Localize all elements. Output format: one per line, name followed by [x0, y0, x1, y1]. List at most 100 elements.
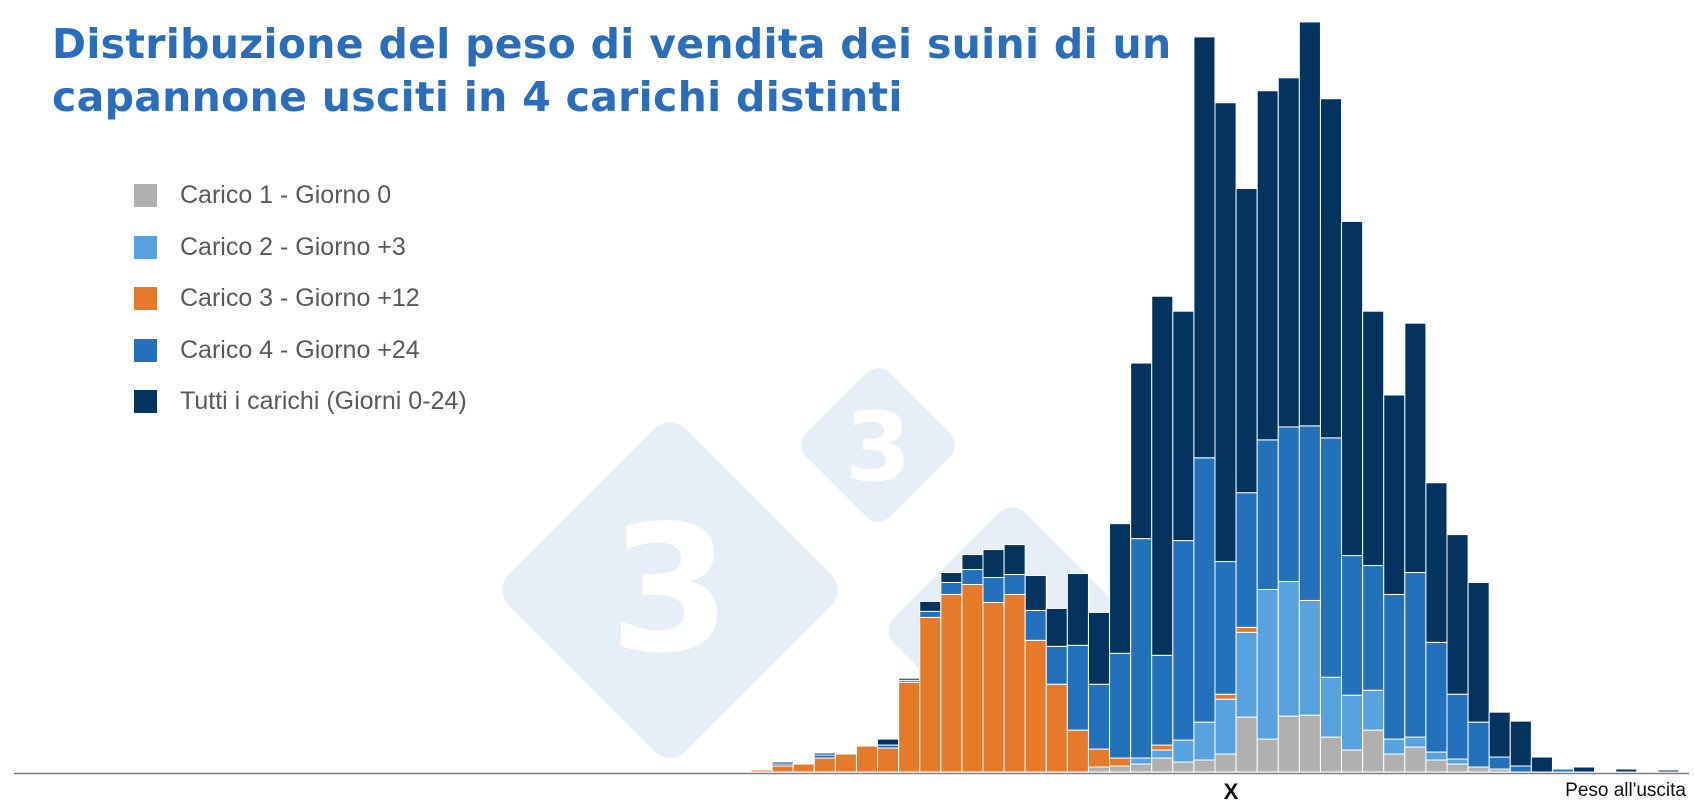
bar-segment-series5-bin33 [1425, 482, 1448, 643]
bar-segment-series4-bin26 [1277, 426, 1300, 582]
bar-segment-series2-bin30 [1362, 689, 1385, 731]
bar-segment-series3-bin4 [813, 757, 836, 773]
bar-segment-series4-bin20 [1151, 654, 1174, 746]
bar-segment-series5-bin42 [1615, 768, 1638, 773]
bar-segment-series4-bin9 [919, 610, 942, 618]
bar-segment-series1-bin30 [1362, 729, 1385, 773]
bar-segment-series4-bin39 [1551, 768, 1575, 773]
bar-segment-series1-bin18 [1109, 765, 1132, 773]
bar-segment-series5-bin11 [961, 554, 984, 571]
bar-segment-series5-bin15 [1045, 607, 1068, 647]
bar-segment-series2-bin24 [1235, 631, 1258, 718]
bar-segment-series4-bin25 [1256, 439, 1279, 590]
bar-segment-series3-bin5 [834, 753, 857, 773]
bar-segment-series1-bin32 [1404, 746, 1427, 773]
bar-segment-series4-bin17 [1087, 683, 1111, 750]
bar-segment-series2-bin27 [1298, 599, 1321, 716]
bar-segment-series1-bin28 [1319, 736, 1343, 773]
bar-segment-series5-bin31 [1383, 394, 1406, 595]
legend-item: Carico 1 - Giorno 0 [134, 170, 467, 222]
bar-segment-series3-bin1 [750, 769, 773, 773]
legend-swatch [134, 184, 157, 208]
bar-segment-series2-bin34 [1446, 758, 1469, 765]
bar-segment-series4-bin37 [1509, 765, 1532, 773]
legend-item: Carico 4 - Giorno +24 [134, 325, 467, 377]
bar-segment-series5-bin30 [1362, 310, 1385, 567]
bar-segment-series4-bin24 [1235, 492, 1258, 628]
bar-segment-series2-bin26 [1277, 581, 1300, 717]
bar-segment-series4-bin27 [1298, 425, 1321, 601]
legend-label: Carico 3 - Giorno +12 [180, 284, 420, 313]
bar-segment-series3-bin2 [771, 765, 794, 773]
legend-swatch [134, 390, 157, 414]
bar-segment-series1-bin26 [1277, 715, 1300, 773]
bar-segment-series4-bin29 [1341, 555, 1364, 696]
bar-segment-series2-bin20 [1151, 749, 1174, 759]
bar-segment-series4-bin12 [982, 577, 1005, 603]
bar-segment-series3-bin18 [1109, 757, 1132, 767]
legend-item: Tutti i carichi (Giorni 0-24) [134, 376, 467, 428]
bar-segment-series5-bin16 [1066, 573, 1089, 646]
bar-segment-series4-bin23 [1214, 561, 1237, 695]
bar-segment-series2-bin21 [1172, 739, 1195, 763]
watermark-glyph-large: 3 [609, 489, 731, 692]
bar-segment-series1-bin24 [1235, 716, 1258, 773]
bar-segment-series5-bin13 [1003, 544, 1026, 576]
bar-segment-series4-bin13 [1003, 574, 1026, 595]
bar-segment-series1-bin21 [1172, 761, 1195, 773]
bar-segment-series5-bin2 [771, 761, 794, 765]
watermark-glyph-small: 3 [845, 393, 911, 503]
legend-swatch [134, 338, 157, 362]
bar-segment-series2-bin29 [1341, 694, 1364, 751]
bar-segment-series3-bin10 [940, 593, 963, 773]
bar-segment-series5-bin9 [919, 600, 942, 612]
bar-segment-series5-bin40 [1573, 766, 1596, 773]
bar-segment-series2-bin31 [1383, 738, 1406, 755]
bar-segment-series5-bin23 [1214, 102, 1237, 563]
bar-segment-series4-bin10 [940, 581, 963, 595]
bar-segment-series5-bin4 [813, 752, 836, 756]
bar-segment-series2-bin19 [1130, 757, 1153, 765]
bar-segment-series1-bin19 [1130, 763, 1153, 773]
bar-segment-series3-bin24 [1235, 626, 1258, 633]
bar-segment-series5-bin7 [877, 738, 900, 746]
bar-segment-series4-bin30 [1362, 565, 1385, 691]
bar-segment-series5-bin17 [1087, 611, 1111, 685]
bar-segment-series3-bin17 [1087, 748, 1111, 768]
legend-label: Carico 2 - Giorno +3 [180, 232, 406, 261]
bar-segment-series5-bin8 [898, 677, 921, 681]
legend-swatch [134, 287, 157, 311]
legend-label: Tutti i carichi (Giorni 0-24) [180, 387, 467, 416]
bar-segment-series3-bin20 [1151, 744, 1174, 751]
bar-segment-series1-bin22 [1193, 759, 1216, 773]
bar-segment-series5-bin24 [1235, 188, 1258, 494]
bar-segment-series5-bin44 [1657, 769, 1680, 773]
bar-segment-series3-bin9 [919, 616, 942, 773]
watermark-diamond-small [801, 368, 955, 522]
bar-segment-series2-bin23 [1214, 698, 1237, 755]
bar-segment-series1-bin29 [1341, 749, 1364, 773]
watermark-logo: 3 3 [502, 368, 1136, 758]
bar-segment-series5-bin26 [1277, 77, 1300, 428]
legend-label: Carico 4 - Giorno +24 [180, 335, 420, 364]
bar-segment-series4-bin34 [1446, 693, 1469, 760]
bar-segment-series4-bin15 [1045, 645, 1068, 685]
bar-segment-series1-bin31 [1383, 753, 1406, 773]
bar-segment-series1-bin25 [1256, 738, 1279, 773]
bar-segment-series4-bin33 [1425, 641, 1448, 753]
bar-segment-series5-bin22 [1193, 36, 1216, 459]
x-axis-label: Peso all'uscita [1565, 780, 1686, 801]
bar-segment-series2-bin32 [1404, 736, 1427, 748]
bar-segment-series5-bin10 [940, 572, 963, 583]
bar-segment-series4-bin16 [1066, 644, 1089, 731]
bar-segment-series5-bin25 [1256, 90, 1279, 441]
x-marker-label: X [1224, 779, 1239, 804]
bar-segment-series5-bin18 [1109, 523, 1132, 654]
bar-segment-series4-bin22 [1193, 457, 1216, 723]
bar-segment-series3-bin8 [898, 681, 921, 773]
bar-segment-series3-bin3 [792, 763, 815, 773]
bar-segment-series3-bin11 [961, 583, 984, 773]
bar-segment-series2-bin22 [1193, 721, 1216, 761]
bar-segment-series5-bin20 [1151, 295, 1174, 656]
bar-segment-series1-bin27 [1298, 714, 1321, 773]
